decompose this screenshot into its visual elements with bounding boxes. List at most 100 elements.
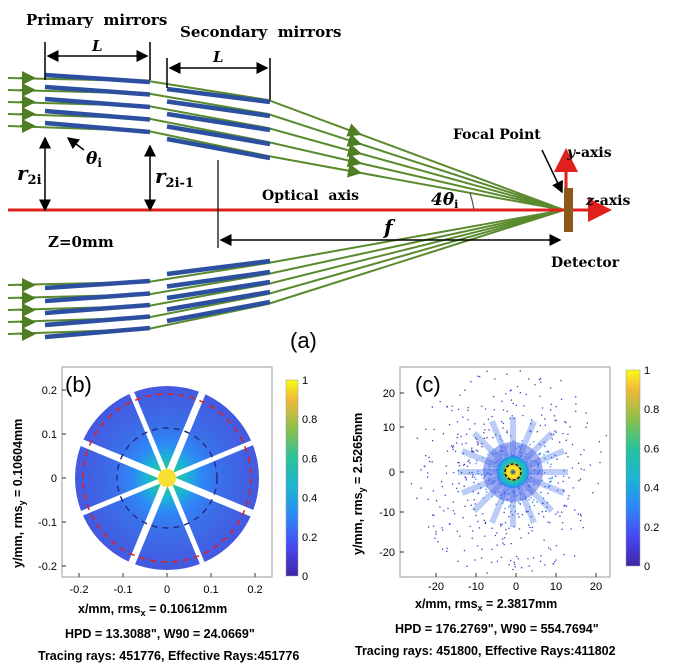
scatter-point <box>548 477 550 480</box>
panel-a-optics-diagram: Primary mirrors Secondary mirrors L L θi… <box>7 11 631 353</box>
scatter-point <box>585 426 587 428</box>
scatter-point <box>575 410 577 413</box>
scatter-point <box>600 451 602 453</box>
scatter-point <box>567 498 569 500</box>
scatter-point <box>543 441 545 443</box>
scatter-point <box>529 526 531 529</box>
scatter-point <box>546 501 549 504</box>
scatter-point <box>506 431 508 434</box>
scatter-point <box>561 511 563 513</box>
panel-c-colorbar <box>625 369 641 567</box>
scatter-point <box>433 514 435 516</box>
scatter-point <box>465 479 468 481</box>
ray-lower <box>7 209 565 335</box>
scatter-point <box>499 435 501 437</box>
scatter-point <box>515 555 518 558</box>
scatter-point <box>491 415 493 418</box>
scatter-point <box>520 537 522 539</box>
lower-rays <box>7 209 565 341</box>
scatter-point <box>539 424 542 427</box>
primary-mirror <box>44 84 151 97</box>
scatter-point <box>539 452 541 454</box>
scatter-point <box>549 548 552 551</box>
scatter-point <box>442 529 444 531</box>
scatter-point <box>443 510 445 512</box>
scatter-point <box>531 526 533 528</box>
scatter-point <box>457 433 459 435</box>
scatter-point <box>496 532 498 534</box>
scatter-point <box>475 449 477 451</box>
scatter-point <box>441 527 443 529</box>
x-tick-label: -20 <box>428 581 444 593</box>
mirror-shells <box>44 72 271 340</box>
x-tick-label: 10 <box>550 581 562 593</box>
scatter-point <box>530 516 532 518</box>
scatter-point <box>459 394 461 396</box>
panel-b-rays-line: Tracing rays: 451776, Effective Rays:451… <box>38 649 299 663</box>
panel-c-y-ticks: 20 10 0 -10 -20 <box>379 388 404 559</box>
scatter-point <box>605 434 607 437</box>
scatter-point <box>486 437 488 439</box>
scatter-point <box>482 477 485 479</box>
scatter-point <box>528 498 530 501</box>
scatter-point <box>472 490 474 493</box>
scatter-point <box>456 487 458 490</box>
secondary-mirror <box>166 299 271 324</box>
scatter-point <box>476 460 478 462</box>
scatter-point <box>484 408 487 410</box>
scatter-point <box>569 426 571 428</box>
scatter-point <box>518 516 520 518</box>
colorbar-tick-label: 0.2 <box>644 522 659 534</box>
hpd-circle <box>116 427 218 529</box>
scatter-point <box>567 433 569 436</box>
scatter-point <box>562 522 564 524</box>
scatter-point <box>437 541 439 543</box>
scatter-point <box>533 499 535 501</box>
y-tick-label: 0.2 <box>42 385 57 397</box>
scatter-point <box>469 525 471 528</box>
scatter-point <box>541 479 543 482</box>
scatter-point <box>452 446 454 448</box>
spoke-gap <box>171 477 254 517</box>
scatter-point <box>543 454 545 456</box>
y-tick-label: -20 <box>379 547 395 559</box>
secondary-mirror <box>166 111 271 133</box>
scatter-point <box>496 544 498 546</box>
scatter-point <box>458 482 460 485</box>
secondary-mirrors-label: Secondary mirrors <box>180 23 341 41</box>
panel-b-colorbar <box>285 379 299 577</box>
scatter-point <box>502 542 504 544</box>
scatter-point <box>479 487 482 490</box>
scatter-point <box>592 492 594 494</box>
ray-arrow <box>346 123 362 137</box>
scatter-point <box>531 501 534 503</box>
scatter-point <box>560 398 563 401</box>
scatter-point <box>477 472 479 475</box>
scatter-point <box>458 461 460 464</box>
scatter-point <box>555 405 557 408</box>
scatter-point <box>460 471 463 474</box>
panel-b-y-ticks: 0.2 0.1 0 -0.1 -0.2 <box>38 385 66 573</box>
scatter-point <box>550 433 552 435</box>
scatter-point <box>427 526 430 528</box>
scatter-point <box>467 460 469 463</box>
spoke-gap <box>166 391 206 474</box>
scatter-point <box>542 502 544 504</box>
scatter-point <box>557 511 559 513</box>
panel-b-x-axis-label: x/mm, rmsx = 0.10612mm <box>78 602 227 618</box>
scatter-point <box>483 432 485 434</box>
scatter-point <box>466 465 469 468</box>
scatter-point <box>565 452 567 454</box>
scatter-point <box>457 560 459 563</box>
scatter-point <box>565 505 568 507</box>
scatter-point <box>506 430 508 432</box>
scatter-point <box>483 423 485 425</box>
scatter-point <box>554 561 556 563</box>
scatter-point <box>484 521 487 523</box>
spot-core <box>158 469 176 487</box>
spot-core <box>497 456 529 488</box>
scatter-point <box>579 513 582 516</box>
hpd-circle <box>504 463 522 481</box>
scatter-point <box>501 420 503 423</box>
